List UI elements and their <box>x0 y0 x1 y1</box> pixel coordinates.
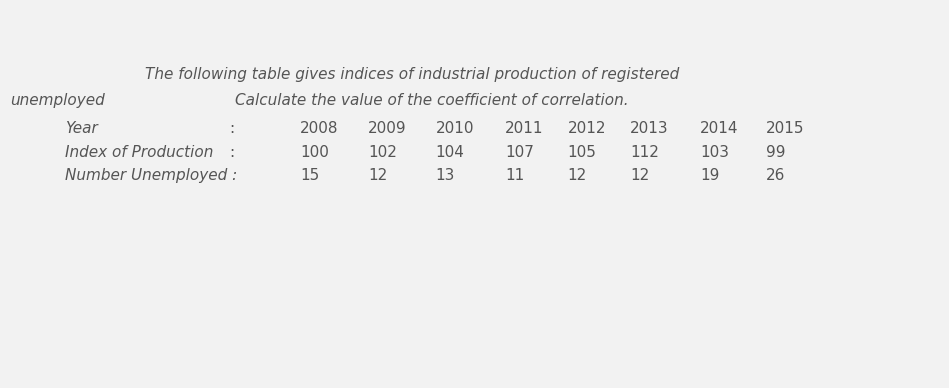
Text: 11: 11 <box>505 168 524 183</box>
Text: 105: 105 <box>568 145 596 159</box>
Text: 12: 12 <box>568 168 586 183</box>
Text: :: : <box>230 145 234 159</box>
Text: Number Unemployed :: Number Unemployed : <box>65 168 237 183</box>
Text: Index of Production: Index of Production <box>65 145 213 159</box>
Text: unemployed: unemployed <box>10 93 105 107</box>
Text: 2011: 2011 <box>505 121 544 135</box>
Text: 13: 13 <box>436 168 455 183</box>
Text: 2012: 2012 <box>568 121 606 135</box>
Text: Year: Year <box>65 121 98 135</box>
Text: 15: 15 <box>300 168 319 183</box>
Text: 2008: 2008 <box>300 121 339 135</box>
Text: Calculate the value of the coefficient of correlation.: Calculate the value of the coefficient o… <box>235 93 629 107</box>
Text: 26: 26 <box>766 168 785 183</box>
Text: 19: 19 <box>700 168 719 183</box>
Text: 104: 104 <box>436 145 464 159</box>
Text: 100: 100 <box>300 145 328 159</box>
Text: 12: 12 <box>630 168 649 183</box>
Text: The following table gives indices of industrial production of registered: The following table gives indices of ind… <box>145 68 679 82</box>
Text: :: : <box>230 121 234 135</box>
Text: 2015: 2015 <box>766 121 805 135</box>
Text: 102: 102 <box>368 145 397 159</box>
Text: 103: 103 <box>700 145 730 159</box>
Text: 12: 12 <box>368 168 387 183</box>
Text: 99: 99 <box>766 145 786 159</box>
Text: 2013: 2013 <box>630 121 669 135</box>
Text: 2009: 2009 <box>368 121 407 135</box>
Text: 2014: 2014 <box>700 121 739 135</box>
Text: 107: 107 <box>505 145 533 159</box>
Text: 112: 112 <box>630 145 659 159</box>
Text: 2010: 2010 <box>436 121 474 135</box>
